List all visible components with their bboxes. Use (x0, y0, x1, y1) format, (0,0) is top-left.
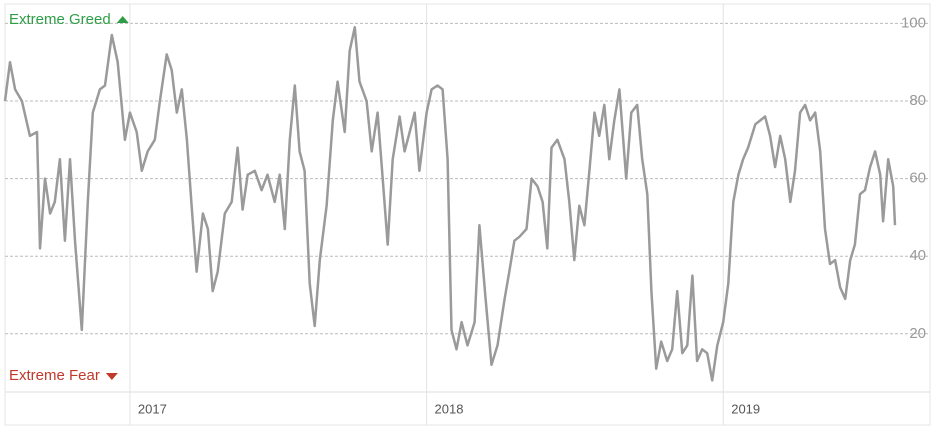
y-tick-label: 60 (909, 170, 926, 187)
y-tick-label: 80 (909, 92, 926, 109)
y-tick-label: 20 (909, 325, 926, 342)
plot-frame (4, 3, 931, 426)
up-triangle (116, 16, 129, 23)
y-tick-label: 100 (901, 14, 926, 31)
x-tick-label: 2019 (731, 401, 760, 416)
marks (3, 26, 897, 382)
x-tick-label: 2018 (435, 401, 464, 416)
index-line (3, 26, 897, 382)
x-tick-label: 2017 (138, 401, 167, 416)
extreme-fear-label: Extreme Fear (9, 367, 100, 384)
grid (5, 4, 930, 425)
down-triangle (105, 373, 118, 380)
y-tick-label: 40 (909, 247, 926, 264)
extreme-greed-label: Extreme Greed (9, 11, 111, 28)
